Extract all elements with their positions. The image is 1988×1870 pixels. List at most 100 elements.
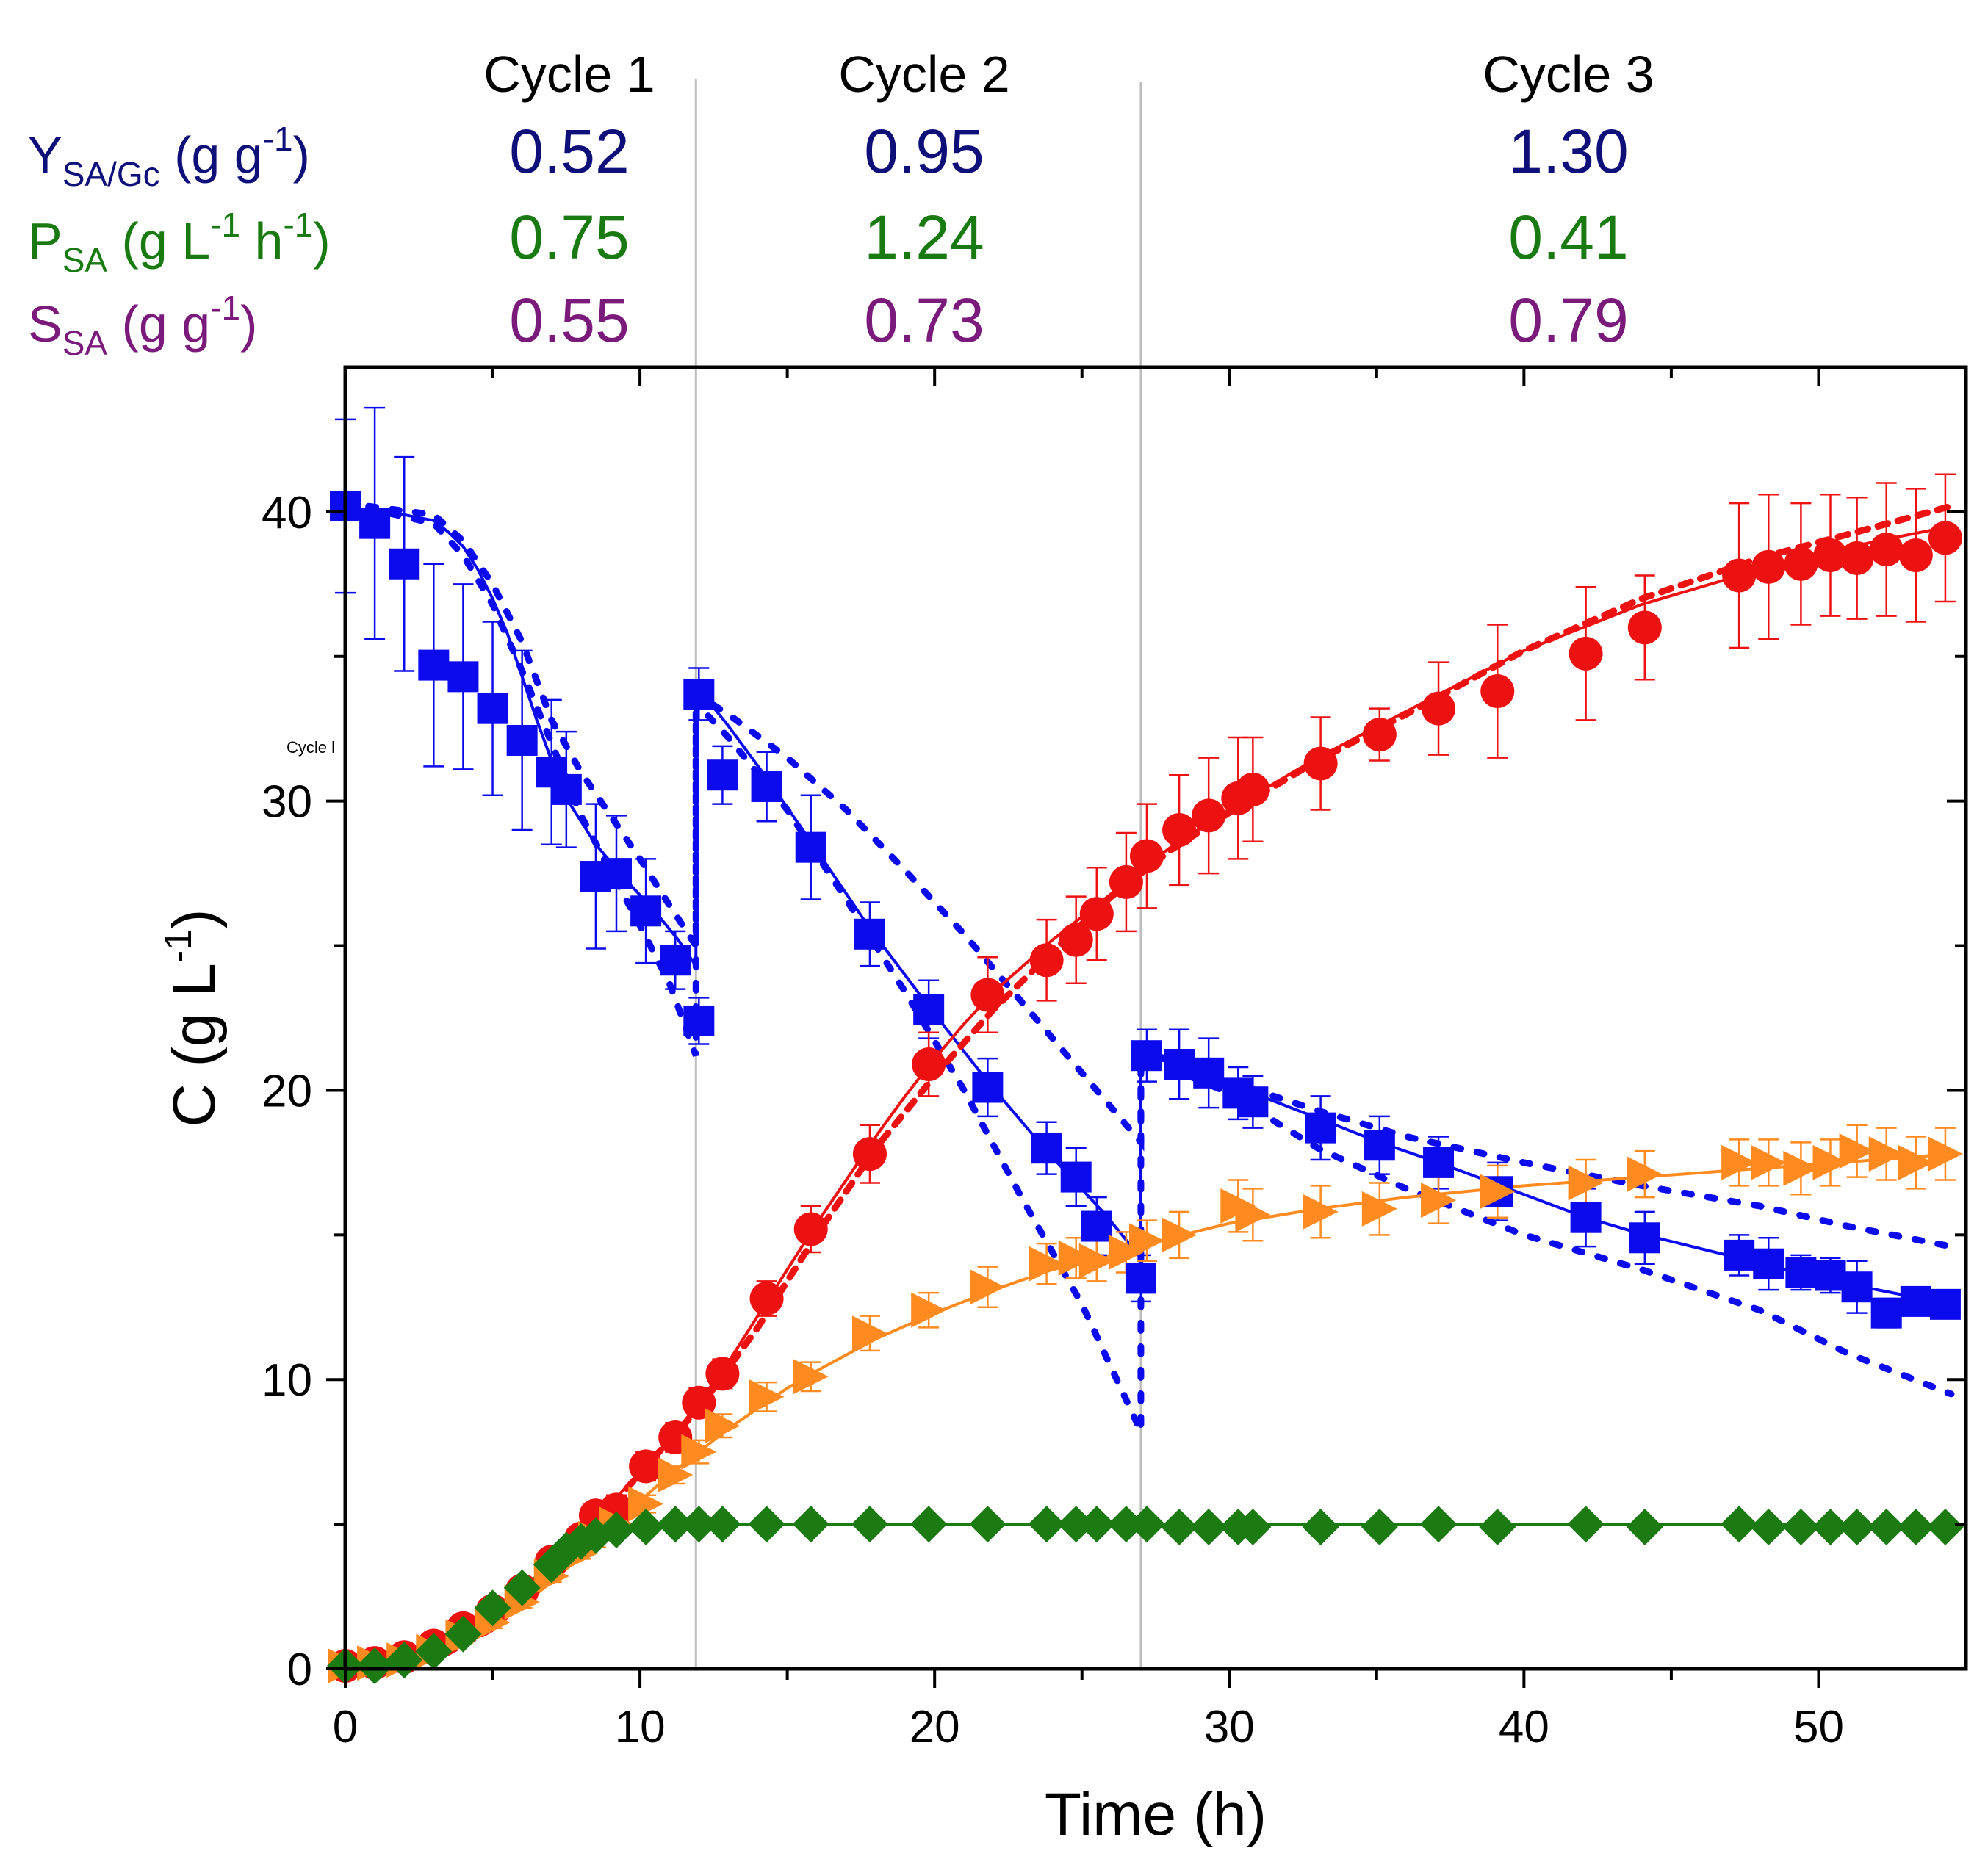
biomass-point: [1868, 1509, 1905, 1546]
productivity-superscript-2: -1: [283, 206, 313, 244]
glucose-upper-bound-line: [342, 499, 1955, 1250]
acetic-acid-point: [1162, 1217, 1198, 1253]
acetic-acid-point: [1235, 1196, 1271, 1232]
glucose-point: [630, 895, 662, 927]
biomass-point: [1926, 1509, 1964, 1546]
biomass-point: [1302, 1509, 1339, 1546]
glucose-point: [795, 831, 826, 863]
glucose-point: [389, 548, 420, 580]
acetic-acid-point: [1868, 1136, 1904, 1172]
y-tick-label: 10: [262, 1355, 312, 1406]
productivity-superscript: -1: [210, 206, 240, 244]
stray-cycle-label: Cycle l: [287, 738, 335, 757]
acetic-acid-point: [1898, 1144, 1934, 1180]
biomass-point: [1567, 1506, 1605, 1543]
biomass-point: [851, 1506, 888, 1543]
succinic-acid-point: [1480, 674, 1515, 709]
x-tick-label: 40: [1499, 1702, 1549, 1752]
y-tick-label: 40: [262, 488, 312, 538]
acetic-acid-point: [749, 1379, 785, 1415]
acetic-acid-point: [628, 1486, 664, 1522]
error-bars: [335, 406, 1956, 1673]
glucose-point: [1815, 1260, 1846, 1291]
selectivity-unit: (g g: [107, 295, 210, 353]
succinic-acid-point: [1722, 558, 1757, 593]
productivity-unit-close: ): [313, 212, 330, 270]
succinic-acid-point: [1813, 538, 1848, 572]
plot-frame: [343, 365, 1968, 1671]
glucose-point: [1060, 1161, 1092, 1193]
biomass-point: [1028, 1506, 1065, 1543]
glucose-point: [1364, 1130, 1395, 1161]
y-axis-title-main: C (g L: [161, 963, 228, 1127]
acetic-acid-point: [1751, 1144, 1787, 1180]
glucose-point: [1929, 1288, 1961, 1320]
succinic-acid-point: [970, 978, 1005, 1012]
biomass-point: [1812, 1509, 1849, 1546]
biomass-point: [356, 1647, 394, 1685]
biomass-point: [1897, 1509, 1934, 1546]
productivity-row-label: PSA (g L-1 h-1): [28, 206, 331, 279]
glucose-point: [1900, 1285, 1931, 1317]
acetic-acid-point: [1568, 1165, 1604, 1201]
acetic-acid-point: [1927, 1136, 1963, 1172]
yield-unit: (g g: [160, 126, 263, 184]
glucose-point: [1131, 1040, 1162, 1072]
acetic-acid-point: [1361, 1191, 1397, 1227]
selectivity-value-cycle-3: 0.79: [1508, 286, 1629, 355]
biomass-point: [1057, 1506, 1095, 1543]
succinic-acid-point: [1059, 923, 1093, 957]
glucose-point: [506, 724, 538, 756]
cycle-2-heading: Cycle 2: [838, 46, 1009, 103]
glucose-point: [447, 661, 479, 693]
glucose-point: [550, 773, 582, 805]
yield-value-cycle-3: 1.30: [1508, 117, 1629, 186]
productivity-unit: (g L: [107, 212, 210, 270]
x-tick-label: 50: [1793, 1702, 1844, 1752]
acetic-acid-point: [1108, 1234, 1144, 1270]
biomass-point: [680, 1506, 718, 1543]
succinic-acid-fit-line: [345, 524, 1952, 1670]
glucose-point: [1031, 1133, 1062, 1164]
biomass-point: [1420, 1506, 1458, 1543]
biomass-point: [1838, 1509, 1876, 1546]
glucose-point: [1870, 1297, 1902, 1329]
acetic-acid-point: [1421, 1183, 1457, 1219]
selectivity-row-label: SSA (g g-1): [28, 289, 257, 362]
biomass-point: [910, 1506, 948, 1543]
succinic-acid-point: [1303, 746, 1338, 781]
y-tick-label: 30: [262, 777, 312, 828]
x-tick-label: 30: [1204, 1702, 1255, 1752]
succinic-acid-point: [852, 1137, 887, 1172]
biomass-point: [792, 1506, 829, 1543]
succinic-acid-point: [912, 1047, 946, 1082]
y-axis-title-close: ): [161, 909, 228, 929]
selectivity-value-cycle-1: 0.55: [509, 286, 630, 355]
biomass-point: [1479, 1509, 1516, 1546]
biomass-point: [1190, 1509, 1228, 1546]
glucose-point: [1724, 1239, 1755, 1271]
succinic-acid-point: [1362, 718, 1397, 752]
glucose-point: [854, 918, 885, 950]
y-tick-label: 20: [262, 1066, 312, 1116]
glucose-point: [660, 945, 691, 976]
acetic-acid-point: [1839, 1133, 1875, 1169]
succinic-acid-point: [1784, 546, 1818, 581]
succinic-acid-point: [629, 1449, 663, 1484]
succinic-acid-point: [1236, 772, 1270, 806]
glucose-point: [1164, 1049, 1195, 1080]
yield-subscript: SA/Gc: [62, 155, 160, 193]
biomass-point: [598, 1511, 635, 1548]
succinic-acid-point: [1422, 691, 1456, 726]
selectivity-superscript: -1: [210, 289, 240, 327]
biomass-point: [503, 1569, 541, 1606]
glucose-point: [418, 649, 450, 681]
succinic-acid-point: [1162, 813, 1197, 848]
glucose-point: [913, 994, 945, 1025]
acetic-acid-point: [681, 1434, 717, 1470]
succinic-acid-point: [1898, 538, 1933, 572]
glucose-point: [1785, 1257, 1817, 1288]
glucose-point: [477, 693, 508, 724]
biomass-point: [474, 1589, 511, 1627]
